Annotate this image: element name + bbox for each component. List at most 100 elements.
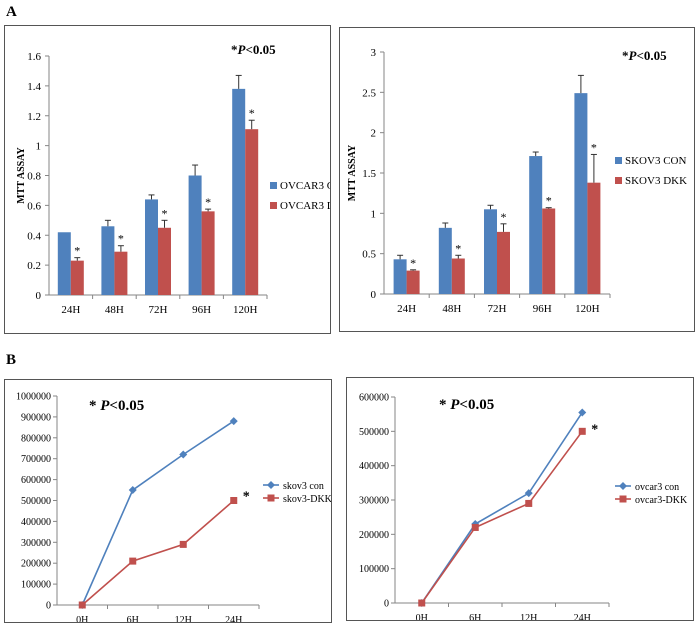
- series-line-con: [81, 420, 235, 606]
- bar-con: [438, 227, 452, 294]
- marker-square: [78, 601, 86, 609]
- x-tick-label: 96H: [533, 303, 552, 315]
- series-line-dkk: [81, 499, 235, 606]
- y-axis-label: MTT ASSAY: [16, 147, 27, 204]
- x-tick-label: 48H: [442, 303, 461, 315]
- marker-square: [471, 523, 479, 531]
- y-tick-label: 2: [371, 128, 377, 140]
- marker-diamond: [524, 489, 533, 498]
- legend-swatch-dkk: [270, 202, 277, 209]
- chart-ovcar3-growth-svg: 0 100000 200000 300000 400000 500000 600000 0H 6…: [359, 393, 688, 625]
- significance-star: *: [249, 106, 255, 120]
- bar-con: [145, 199, 158, 295]
- y-axis-label: MTT ASSAY: [347, 144, 358, 201]
- bar-dkk: [158, 227, 171, 295]
- significance-star: *: [546, 194, 552, 208]
- panel-label-a: A: [6, 4, 17, 20]
- bar-con: [101, 226, 115, 295]
- chart-ovcar3-mtt-svg: 0 0.2 0.4 0.6 0.8 1 1.2 1.4 1.6 24H * 48H * 72H * 96H * 1…: [16, 42, 351, 316]
- chart-ovcar3-growth: 0 100000 200000 300000 400000 500000 600000 0H 6…: [346, 377, 694, 625]
- x-tick-label: 24H: [225, 615, 242, 622]
- marker-square: [129, 557, 137, 565]
- marker-diamond: [578, 408, 587, 417]
- marker-square: [230, 497, 238, 504]
- x-tick-label: 24H: [397, 303, 416, 315]
- panel-label-b: B: [6, 352, 17, 368]
- y-tick-label: 0: [384, 599, 389, 610]
- y-tick-label: 0.4: [27, 230, 41, 242]
- marker-square: [267, 494, 275, 502]
- significance-star: *: [455, 241, 461, 255]
- y-tick-label: 2.5: [362, 87, 376, 99]
- x-tick-label: 48H: [105, 304, 124, 316]
- series-line-con: [421, 412, 583, 604]
- bar-dkk: [587, 182, 601, 294]
- chart-skov3-growth-svg: 0 100000 200000 300000 400000 500000 600000 700…: [16, 392, 333, 627]
- marker-diamond: [128, 486, 137, 495]
- series-line-dkk: [421, 430, 583, 604]
- x-tick-label: 72H: [488, 303, 507, 315]
- y-tick-label: 1: [371, 208, 377, 220]
- bar-con: [57, 232, 71, 295]
- y-tick-label: 1.5: [362, 168, 376, 180]
- x-tick-label: 0H: [416, 613, 428, 620]
- x-tick-label: 24H: [61, 304, 80, 316]
- x-tick-label: 6H: [127, 615, 139, 622]
- legend-swatch-dkk: [615, 177, 622, 184]
- y-tick-label: 300000: [359, 496, 389, 507]
- legend-label-con: ovcar3 con: [635, 482, 679, 493]
- legend-label-con: skov3 con: [283, 481, 324, 492]
- y-tick-label: 0.8: [27, 171, 41, 183]
- significance-star: *: [118, 232, 124, 246]
- y-tick-label: 0: [371, 289, 377, 301]
- y-tick-label: 0.2: [27, 260, 41, 272]
- bar-con: [188, 175, 202, 295]
- bar-dkk: [70, 260, 84, 295]
- legend-label-dkk: SKOV3 DKK: [625, 175, 687, 187]
- marker-square: [179, 540, 187, 548]
- marker-diamond: [229, 417, 238, 426]
- significance-star: *: [205, 195, 211, 209]
- y-tick-label: 3: [371, 47, 377, 59]
- marker-square: [525, 499, 533, 507]
- legend-swatch-con: [270, 182, 277, 189]
- x-tick-label: 96H: [192, 304, 211, 316]
- y-tick-label: 1: [36, 141, 42, 153]
- y-tick-label: 400000: [21, 517, 51, 528]
- y-tick-label: 0.6: [27, 200, 41, 212]
- bar-dkk: [406, 270, 420, 294]
- significance-star: *: [501, 210, 507, 224]
- marker-diamond: [179, 450, 188, 459]
- marker-square: [418, 599, 426, 607]
- y-tick-label: 300000: [21, 538, 51, 549]
- legend-label-dkk: OVCAR3 DKK: [280, 200, 330, 212]
- x-tick-label: 12H: [520, 613, 537, 620]
- significance-star: *: [162, 206, 168, 220]
- marker-square: [578, 427, 586, 435]
- chart-skov3-growth: 0 100000 200000 300000 400000 500000 600000 700…: [4, 379, 333, 627]
- y-tick-label: 200000: [21, 559, 51, 570]
- x-tick-label: 72H: [149, 304, 168, 316]
- legend-label-con: SKOV3 CON: [625, 155, 686, 167]
- y-tick-label: 900000: [21, 412, 51, 423]
- significance-star: *: [591, 422, 598, 437]
- chart-ovcar3-mtt: 0 0.2 0.4 0.6 0.8 1 1.2 1.4 1.6 24H * 48H * 72H * 96H * 1…: [4, 25, 351, 334]
- y-tick-label: 1.6: [27, 51, 41, 63]
- legend-label-con: OVCAR3 CON: [280, 180, 330, 192]
- bar-dkk: [497, 231, 510, 294]
- y-tick-label: 0: [46, 601, 51, 612]
- marker-diamond: [619, 482, 627, 490]
- y-tick-label: 400000: [359, 461, 389, 472]
- y-tick-label: 500000: [359, 427, 389, 438]
- x-tick-label: 120H: [233, 304, 258, 316]
- y-tick-label: 100000: [359, 564, 389, 575]
- y-tick-label: 100000: [21, 580, 51, 591]
- p-value-annotation: *P<0.05: [622, 48, 667, 63]
- legend-label-dkk: skov3-DKK: [283, 494, 331, 505]
- bar-con: [574, 93, 588, 294]
- x-tick-label: 6H: [469, 613, 481, 620]
- x-tick-label: 120H: [575, 303, 600, 315]
- bar-dkk: [245, 129, 259, 295]
- bar-dkk: [451, 258, 465, 294]
- significance-star: *: [243, 490, 250, 505]
